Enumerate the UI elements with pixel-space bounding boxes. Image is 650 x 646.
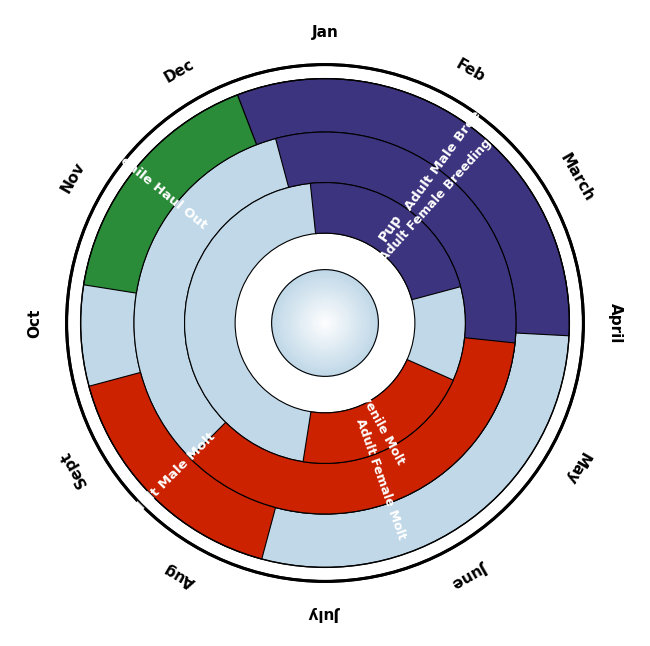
Wedge shape [310,183,461,300]
Circle shape [320,318,330,328]
Circle shape [303,300,347,346]
Wedge shape [237,79,569,336]
Text: Adult Female Molt: Adult Female Molt [353,417,408,541]
Circle shape [309,307,341,339]
Circle shape [293,291,357,355]
Text: Sept: Sept [57,448,90,489]
Circle shape [294,292,356,354]
Circle shape [306,304,345,342]
Text: Feb: Feb [453,57,488,85]
Circle shape [291,289,359,357]
Text: Oct: Oct [27,308,42,338]
Wedge shape [84,95,257,293]
Text: Juvenile Molt: Juvenile Molt [352,381,408,467]
Text: May: May [562,450,592,487]
Circle shape [297,295,353,351]
Text: June: June [450,559,491,590]
Circle shape [281,279,369,367]
Wedge shape [303,360,453,463]
Circle shape [288,286,362,360]
Text: Adult Female Breeding: Adult Female Breeding [378,136,494,264]
Circle shape [320,318,330,328]
Circle shape [273,271,377,375]
Circle shape [313,311,337,335]
Circle shape [285,284,365,362]
Wedge shape [190,338,515,514]
Text: Adult Male Molt: Adult Male Molt [125,430,218,523]
Text: March: March [557,151,597,204]
Circle shape [307,305,343,341]
Circle shape [308,306,342,340]
Wedge shape [89,373,276,559]
Circle shape [317,315,333,331]
Circle shape [283,282,367,364]
Circle shape [295,293,355,353]
Text: July: July [309,606,341,621]
Circle shape [292,290,358,356]
Text: Juvenile Haul Out: Juvenile Haul Out [101,140,211,232]
Circle shape [289,287,361,359]
Text: April: April [608,303,623,343]
Circle shape [322,320,328,326]
Wedge shape [185,183,465,463]
Circle shape [311,309,339,337]
Circle shape [312,310,338,336]
Circle shape [272,269,378,377]
Circle shape [285,282,365,364]
Circle shape [280,278,370,368]
Circle shape [324,322,326,324]
Wedge shape [276,132,516,353]
Circle shape [300,298,350,348]
Circle shape [310,308,340,338]
Text: Adult Male Breeding: Adult Male Breeding [403,81,503,213]
Circle shape [275,273,375,373]
Circle shape [278,276,372,370]
Circle shape [279,277,371,369]
Circle shape [66,65,584,581]
Circle shape [296,294,354,352]
Text: Aug: Aug [161,560,198,590]
Text: Dec: Dec [162,57,197,86]
Circle shape [276,274,374,372]
Circle shape [305,303,345,343]
Circle shape [304,302,346,344]
Circle shape [318,317,332,329]
Circle shape [277,275,373,371]
Circle shape [315,313,335,333]
Circle shape [300,297,350,349]
Circle shape [287,285,363,361]
Circle shape [315,312,335,334]
Text: Jan: Jan [311,25,339,40]
Circle shape [274,272,376,374]
Circle shape [302,300,348,346]
Circle shape [298,297,352,349]
Wedge shape [134,132,516,514]
Text: Nov: Nov [58,160,88,196]
Circle shape [318,315,332,331]
Circle shape [290,287,360,359]
Circle shape [323,321,327,325]
Text: Pup: Pup [376,212,404,244]
Wedge shape [81,79,569,567]
Circle shape [282,280,368,366]
